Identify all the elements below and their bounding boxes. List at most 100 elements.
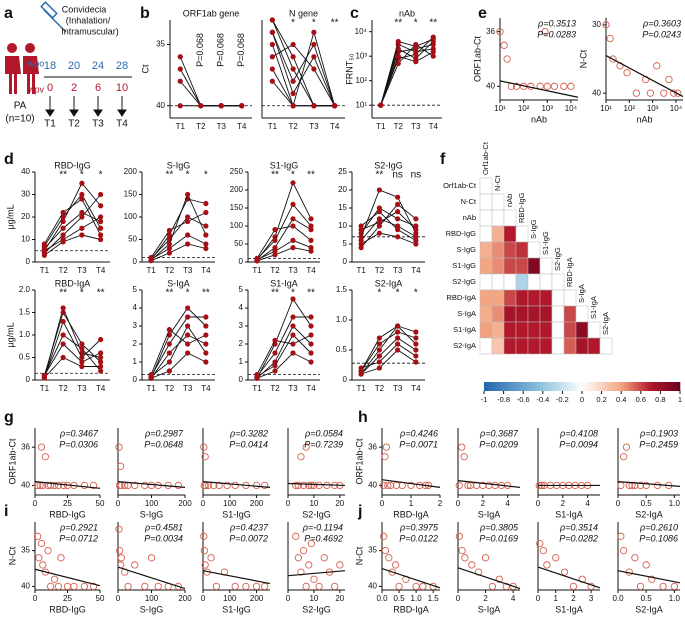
heatmap-cell: [551, 321, 565, 339]
data-point: [543, 561, 551, 569]
series-line: [256, 325, 312, 379]
colorbar-segment: [542, 382, 547, 391]
data-point: [430, 49, 436, 55]
data-point: [60, 239, 66, 245]
data-point: [381, 453, 389, 461]
data-point: [54, 481, 63, 490]
y-tick-label: 4: [239, 303, 244, 312]
x-tick-label: T3: [393, 266, 403, 275]
y-tick-label: 40: [486, 81, 495, 90]
y-tick-label: 10: [338, 221, 347, 230]
colorbar-segment: [653, 382, 658, 391]
trend-line: [202, 570, 271, 585]
x-tick-label: 200: [178, 499, 192, 508]
series-line: [360, 211, 417, 231]
data-point: [395, 194, 401, 200]
stat-label: P=0.0072: [229, 533, 268, 543]
x-tick-label: T2: [394, 122, 404, 131]
x-axis-label: S2-IgA: [635, 509, 663, 519]
data-point: [495, 575, 503, 583]
series-line: [380, 51, 434, 106]
series-line: [179, 56, 242, 107]
data-point: [299, 546, 308, 555]
series-line: [43, 311, 101, 376]
stat-label: ρ=0.3282: [229, 428, 268, 438]
colorbar-segment: [497, 382, 501, 391]
colorbar-segment: [657, 382, 661, 391]
data-point: [207, 554, 215, 562]
data-point: [89, 481, 98, 490]
y-tick-label: 5: [343, 239, 348, 248]
data-point: [336, 561, 344, 569]
colorbar-segment: [549, 382, 553, 391]
data-point: [98, 225, 104, 231]
data-point: [98, 236, 104, 243]
data-point: [272, 237, 278, 243]
series-line: [150, 328, 207, 375]
x-tick-label: T1: [356, 266, 366, 275]
annotation: ns: [392, 170, 403, 181]
stat-label: P=0.0243: [642, 29, 681, 39]
stat-label: ρ=0.3805: [479, 522, 519, 532]
data-point: [376, 341, 382, 347]
x-axis-label: S-IgA: [478, 604, 501, 614]
heatmap-cell: [503, 241, 517, 259]
stat-label: P=0.0209: [479, 439, 518, 449]
heatmap-cell: [551, 289, 565, 307]
annotation: *: [396, 288, 400, 299]
y-tick-label: 40: [368, 481, 377, 490]
row-label: N-Ct: [461, 197, 477, 206]
y-axis-label: ORF1ab-Ct: [354, 438, 364, 485]
annotation: **: [429, 18, 437, 29]
panel-label: c: [350, 5, 359, 22]
data-point: [488, 582, 497, 591]
vaccine-label: Convidecia: [62, 4, 107, 14]
data-point: [636, 582, 645, 591]
heatmap-cell: [599, 337, 613, 355]
y-tick-label: 0: [133, 375, 138, 384]
data-point: [308, 359, 314, 365]
data-point: [203, 223, 209, 229]
data-point: [659, 582, 667, 591]
data-point: [455, 481, 463, 490]
annotation: **: [375, 170, 383, 181]
data-point: [272, 245, 278, 251]
x-tick-label: 4: [505, 499, 510, 508]
colorbar-segment: [533, 382, 537, 391]
data-point: [308, 223, 314, 229]
data-point: [646, 89, 655, 97]
data-point: [203, 350, 209, 356]
x-tick-label: T3: [217, 122, 227, 131]
y-tick-label: 35: [156, 40, 165, 49]
heatmap-cell: [527, 257, 541, 275]
colorbar-segment: [503, 382, 508, 391]
colorbar-tick-label: -0.2: [556, 395, 569, 404]
heatmap-cell: [515, 241, 529, 259]
y-axis-label: Ct: [140, 64, 150, 73]
data-point: [231, 582, 239, 591]
data-point: [413, 359, 419, 365]
data-point: [63, 582, 72, 591]
data-point: [54, 582, 63, 591]
x-tick-label: 200: [250, 499, 264, 508]
data-point: [223, 481, 231, 490]
data-point: [290, 180, 296, 186]
data-point: [670, 582, 679, 591]
y-tick-label: 0: [239, 257, 244, 266]
data-point: [198, 103, 204, 109]
data-point: [269, 66, 275, 72]
data-point: [631, 554, 639, 562]
colorbar-segment: [673, 382, 678, 391]
heatmap-cell: [503, 209, 517, 227]
heatmap-cell: [515, 305, 529, 323]
series-line: [43, 320, 101, 378]
x-tick-label: T1: [376, 122, 386, 131]
heatmap-cell: [527, 337, 541, 355]
x-tick-label: 50: [96, 594, 105, 603]
y-tick-label: 40: [21, 582, 30, 591]
wpv-value: 2: [71, 82, 77, 94]
colorbar-segment: [516, 382, 521, 391]
heatmap-cell: [479, 321, 493, 339]
data-point: [185, 332, 191, 338]
data-point: [41, 372, 47, 379]
